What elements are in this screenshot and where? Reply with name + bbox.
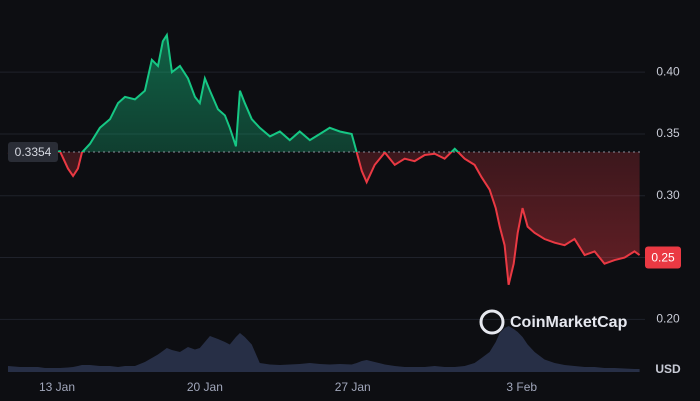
x-tick-label: 20 Jan (187, 380, 223, 394)
price-line-down (7, 152, 641, 285)
watermark-logo (479, 309, 505, 335)
current-price-label: 0.25 (651, 251, 675, 265)
currency-label: USD (655, 362, 681, 376)
y-tick-label: 0.40 (656, 64, 680, 78)
baseline-label-box (8, 142, 58, 163)
y-tick-label: 0.35 (656, 126, 680, 140)
y-tick-label: 0.20 (656, 312, 680, 326)
area-up (8, 35, 640, 153)
current-price-box (645, 246, 681, 269)
x-tick-label: 13 Jan (39, 380, 75, 394)
x-tick-label: 27 Jan (335, 380, 371, 394)
x-tick-label: 3 Feb (506, 380, 537, 394)
y-tick-label: 0.30 (656, 188, 680, 202)
watermark-text: CoinMarketCap (510, 314, 628, 331)
baseline-label: 0.3354 (15, 145, 52, 159)
volume-area (8, 326, 640, 372)
price-line-up (8, 32, 460, 153)
area-down (8, 152, 640, 285)
watermark: CoinMarketCap (479, 309, 628, 335)
